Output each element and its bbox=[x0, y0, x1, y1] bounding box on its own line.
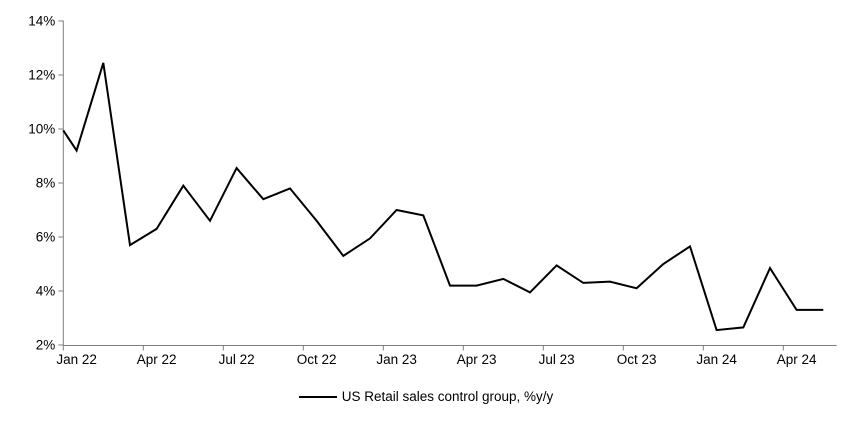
x-tick-label: Apr 24 bbox=[777, 352, 817, 367]
y-tick-label: 14% bbox=[28, 14, 55, 29]
legend-line-swatch bbox=[298, 395, 337, 398]
x-tick-label: Jul 23 bbox=[539, 352, 575, 367]
x-tick-label: Apr 23 bbox=[457, 352, 497, 367]
y-tick-label: 12% bbox=[28, 68, 55, 83]
y-tick-label: 4% bbox=[36, 284, 56, 299]
y-tick-label: 10% bbox=[28, 122, 55, 137]
x-tick-label: Jan 23 bbox=[376, 352, 417, 367]
x-tick-label: Apr 22 bbox=[137, 352, 177, 367]
y-tick-label: 6% bbox=[36, 230, 56, 245]
x-tick-label: Oct 23 bbox=[617, 352, 657, 367]
y-tick-label: 8% bbox=[36, 176, 56, 191]
line-chart-canvas: 14% 12% 10% 8% 6% 4% 2%Jan 22 Apr 22 Jul 22 Oct 2… bbox=[28, 14, 837, 367]
retail-sales-series-line bbox=[62, 62, 824, 332]
x-tick-label: Jan 22 bbox=[56, 352, 97, 367]
legend-series-label: US Retail sales control group, %y/y bbox=[341, 389, 554, 404]
x-tick-label: Jul 22 bbox=[219, 352, 255, 367]
y-tick-label: 2% bbox=[36, 338, 56, 353]
x-tick-label: Jan 24 bbox=[696, 352, 737, 367]
x-tick-label: Oct 22 bbox=[297, 352, 337, 367]
chart-legend: US Retail sales control group, %y/y bbox=[0, 389, 852, 404]
